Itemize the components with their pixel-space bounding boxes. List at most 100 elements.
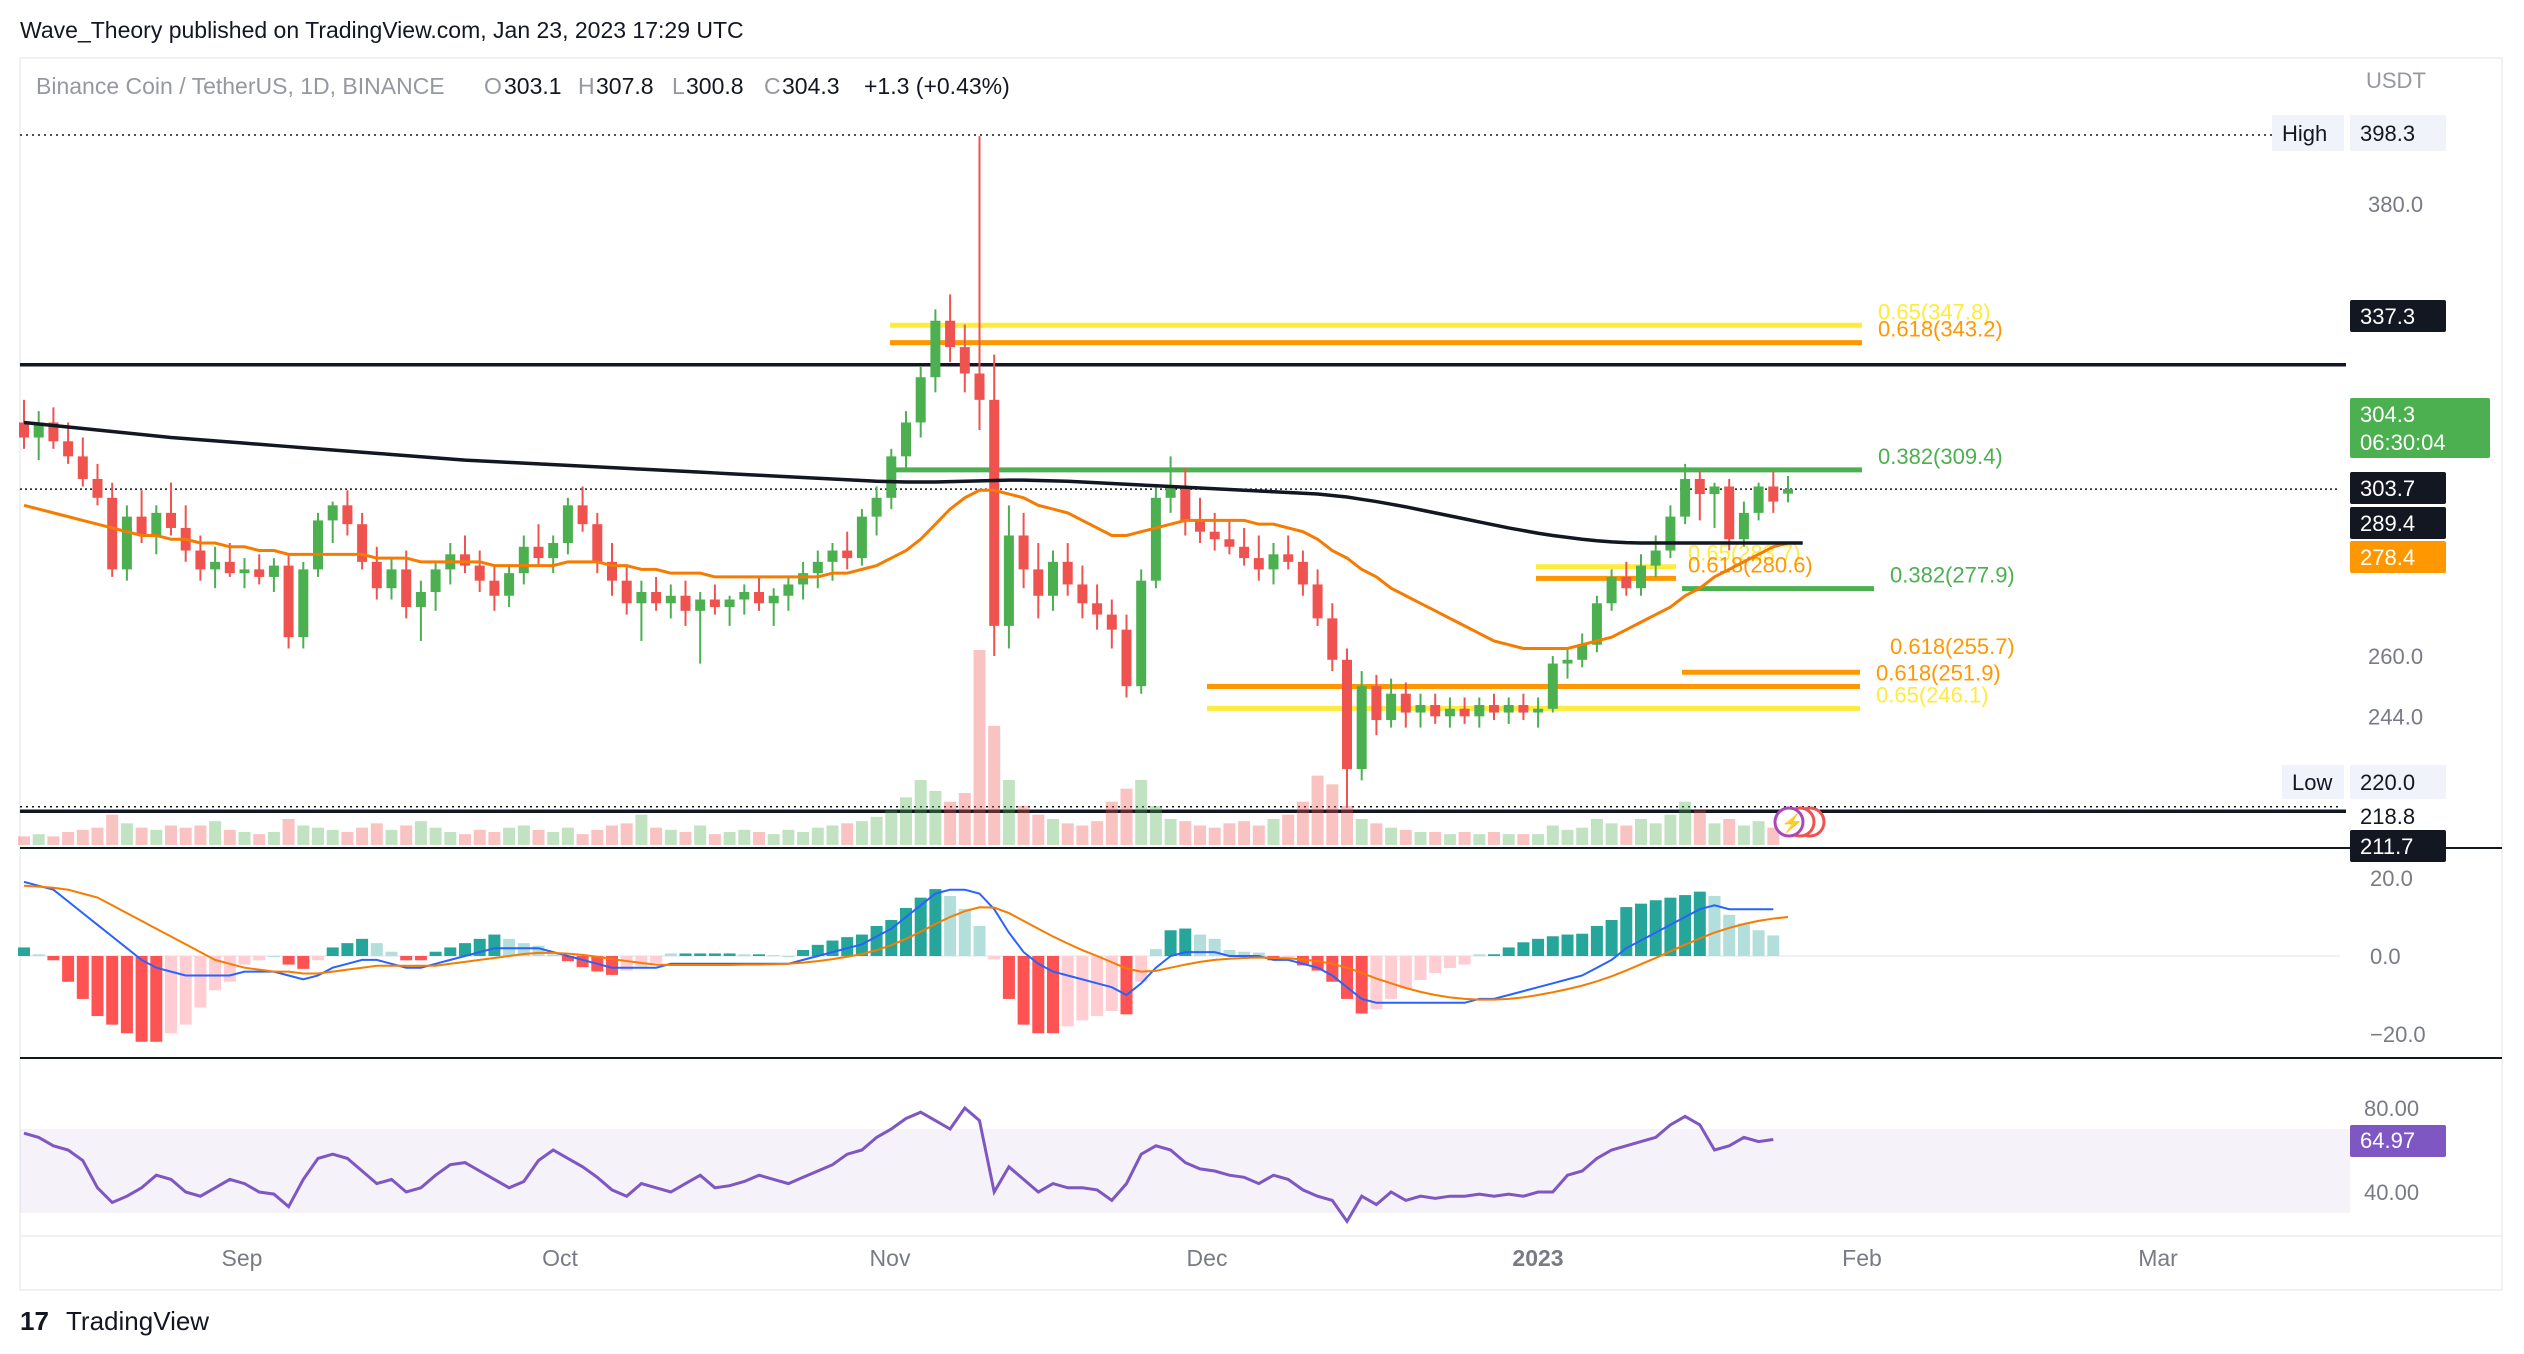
high-value-box	[2350, 115, 2446, 151]
macd-histogram-bar	[723, 953, 736, 956]
open-value: 303.1	[504, 73, 562, 99]
volume-bar	[297, 825, 310, 845]
volume-bar	[267, 832, 280, 845]
candle-body	[592, 524, 603, 562]
macd-histogram-bar	[1194, 934, 1206, 956]
svg-text:⚡: ⚡	[1781, 812, 1803, 834]
macd-histogram-bar	[18, 947, 30, 956]
candle-body	[621, 580, 632, 604]
time-axis-tick: 2023	[1512, 1245, 1563, 1271]
candle-body	[1033, 569, 1044, 596]
macd-histogram-bar	[459, 943, 471, 956]
macd-histogram-bar	[753, 954, 765, 956]
events-icon[interactable]: ⚡	[1773, 806, 1826, 838]
candle-body	[1709, 486, 1720, 495]
volume-bar	[679, 832, 692, 845]
candle-body	[1474, 705, 1485, 717]
candle-body	[783, 584, 794, 596]
price-label-value: 289.4	[2360, 511, 2415, 536]
fib-level-label: 0.65(347.8)	[1878, 299, 1991, 324]
macd-axis-tick: −20.0	[2370, 1022, 2426, 1047]
volume-bar	[282, 819, 295, 845]
macd-histogram-bar	[1252, 952, 1265, 956]
candle-body	[709, 599, 720, 608]
fib-level-label: 0.382(309.4)	[1878, 444, 2003, 469]
macd-histogram-bar	[1590, 925, 1603, 956]
macd-histogram-bar	[1649, 900, 1662, 956]
candle-body	[415, 591, 426, 608]
candle-body	[1150, 497, 1161, 581]
macd-histogram-bar	[1561, 934, 1574, 956]
volume-bar	[356, 827, 369, 845]
candle-body	[1253, 558, 1264, 570]
candle-body	[562, 505, 573, 544]
macd-histogram-bar	[914, 897, 927, 956]
candle-body	[1547, 663, 1558, 709]
volume-bar	[1546, 825, 1559, 845]
candle-body	[1768, 486, 1779, 502]
macd-histogram-bar	[326, 947, 339, 956]
currency-label: USDT	[2366, 68, 2426, 93]
volume-bar	[826, 825, 839, 845]
volume-bar	[1517, 834, 1530, 845]
volume-bar	[650, 827, 663, 845]
volume-bar	[1488, 832, 1500, 845]
macd-histogram-bar	[1385, 956, 1398, 999]
time-axis-tick: Nov	[870, 1245, 911, 1271]
macd-histogram-bar	[664, 953, 677, 956]
macd-histogram-bar	[1605, 919, 1618, 956]
volume-bar	[635, 814, 648, 845]
candle-body	[754, 591, 764, 604]
fib-level-label: 0.618(280.6)	[1688, 552, 1813, 577]
close-value: 304.3	[782, 73, 840, 99]
price-axis-tick: 244.0	[2368, 704, 2423, 729]
candle-body	[1121, 629, 1132, 687]
candle-body	[1400, 693, 1411, 713]
candle-body	[371, 561, 382, 589]
candle-body	[577, 505, 588, 525]
high-label: H	[578, 73, 595, 99]
time-axis-tick: Sep	[222, 1245, 263, 1271]
volume-bar	[150, 829, 163, 845]
candle-body	[1562, 659, 1573, 664]
macd-histogram-bar	[1502, 947, 1515, 956]
volume-bar	[944, 801, 957, 845]
macd-histogram-bar	[209, 956, 222, 991]
macd-histogram-bar	[811, 944, 824, 956]
volume-bar	[312, 827, 324, 845]
volume-bar	[929, 790, 942, 845]
macd-histogram-bar	[62, 956, 75, 982]
volume-bar	[1223, 823, 1236, 845]
rsi-axis-tick: 40.00	[2364, 1180, 2419, 1205]
macd-histogram-bar	[738, 954, 751, 956]
candle-body	[1209, 531, 1220, 540]
volume-bar	[459, 834, 471, 845]
candle-body	[1283, 554, 1294, 562]
macd-histogram-bar	[1341, 956, 1353, 999]
change-value: +1.3 (+0.43%)	[864, 73, 1010, 99]
time-axis-tick: Feb	[1842, 1245, 1882, 1271]
candle-body	[1459, 708, 1470, 717]
candle-body	[298, 569, 309, 638]
symbol-legend: Binance Coin / TetherUS, 1D, BINANCE O 3…	[36, 73, 1010, 99]
price-label-box	[2350, 541, 2446, 573]
candle-body	[945, 320, 956, 348]
macd-histogram-bar	[356, 938, 369, 956]
macd-histogram-bar	[900, 907, 912, 956]
macd-histogram-bar	[76, 956, 89, 999]
candle-body	[1371, 686, 1382, 721]
macd-histogram-bar	[679, 953, 692, 956]
candle-body	[1136, 580, 1147, 687]
low-marker-value: 220.0	[2360, 770, 2415, 795]
macd-histogram-bar	[444, 947, 457, 956]
macd-histogram-bar	[1708, 895, 1721, 956]
volume-bar	[753, 832, 765, 845]
candle-body	[1312, 584, 1323, 619]
volume-bar	[958, 793, 971, 845]
macd-histogram-bar	[1429, 956, 1442, 974]
candle-body	[871, 497, 882, 517]
candle-body	[19, 422, 29, 438]
macd-histogram-bar	[767, 955, 780, 957]
macd-histogram-bar	[929, 889, 942, 956]
